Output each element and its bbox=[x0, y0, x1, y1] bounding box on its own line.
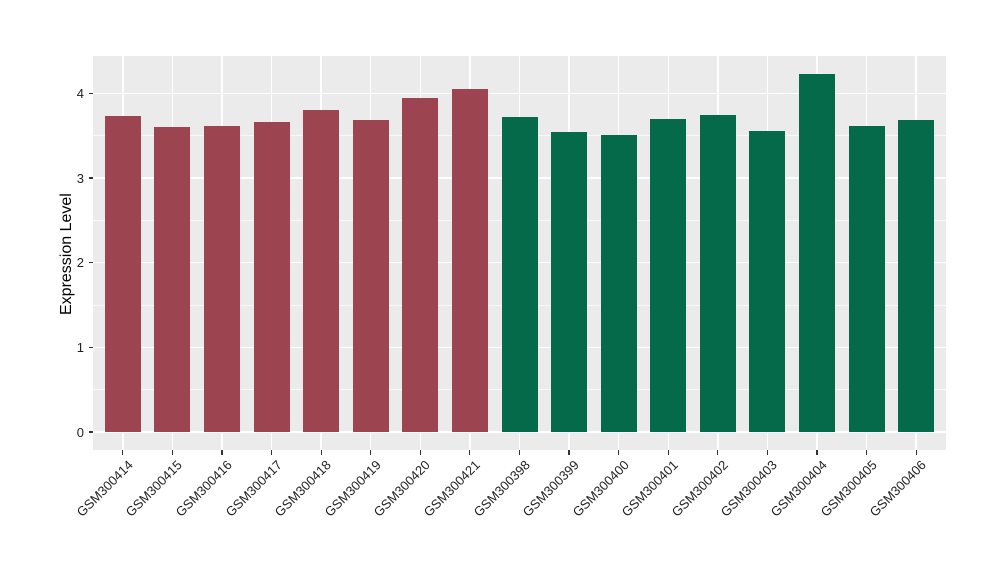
x-tick-label-GSM300417: GSM300417 bbox=[222, 457, 285, 520]
bar-GSM300400 bbox=[601, 134, 637, 433]
bar-GSM300419 bbox=[353, 119, 389, 433]
bar-GSM300398 bbox=[502, 117, 538, 433]
x-tick-mark bbox=[568, 450, 570, 455]
x-tick-mark bbox=[667, 450, 669, 455]
x-tick-mark bbox=[419, 450, 421, 455]
y-tick-mark bbox=[88, 346, 93, 348]
bar-GSM300418 bbox=[303, 110, 339, 433]
bar-GSM300406 bbox=[898, 120, 934, 433]
y-tick-mark bbox=[88, 92, 93, 94]
x-tick-label-GSM300402: GSM300402 bbox=[668, 457, 731, 520]
x-tick-label-GSM300401: GSM300401 bbox=[618, 457, 682, 520]
x-tick-label-GSM300414: GSM300414 bbox=[73, 457, 136, 520]
y-tick-label: 0 bbox=[76, 424, 84, 440]
bar-GSM300421 bbox=[452, 89, 488, 433]
x-tick-label-GSM300416: GSM300416 bbox=[172, 457, 235, 520]
bar-GSM300399 bbox=[551, 132, 587, 433]
bar-GSM300420 bbox=[402, 98, 438, 433]
x-tick-label-GSM300405: GSM300405 bbox=[817, 457, 880, 520]
x-tick-label-GSM300406: GSM300406 bbox=[866, 457, 930, 520]
x-tick-label-GSM300421: GSM300421 bbox=[420, 457, 483, 520]
bar-GSM300402 bbox=[700, 115, 736, 433]
x-tick-label-GSM300420: GSM300420 bbox=[370, 457, 434, 520]
bar-GSM300403 bbox=[749, 130, 785, 433]
x-tick-mark bbox=[370, 450, 372, 455]
x-tick-mark bbox=[717, 450, 719, 455]
x-tick-mark bbox=[915, 450, 917, 455]
x-tick-label-GSM300418: GSM300418 bbox=[271, 457, 335, 520]
bar-GSM300414 bbox=[105, 116, 141, 433]
x-tick-mark bbox=[518, 450, 521, 455]
y-tick-label: 3 bbox=[76, 170, 84, 186]
x-tick-label-GSM300403: GSM300403 bbox=[718, 457, 781, 520]
x-tick-mark bbox=[618, 450, 620, 455]
x-tick-mark bbox=[320, 450, 322, 455]
x-tick-mark bbox=[816, 450, 818, 455]
bar-GSM300415 bbox=[154, 127, 190, 433]
x-tick-label-GSM300415: GSM300415 bbox=[123, 457, 186, 520]
y-axis-title: Expression Level bbox=[58, 193, 75, 315]
y-tick-mark bbox=[88, 262, 93, 264]
x-tick-label-GSM300419: GSM300419 bbox=[321, 457, 384, 520]
x-tick-label-GSM300399: GSM300399 bbox=[519, 457, 582, 520]
y-tick-mark bbox=[88, 177, 93, 179]
bar-GSM300405 bbox=[849, 125, 885, 433]
x-tick-mark bbox=[866, 450, 868, 455]
bar-GSM300416 bbox=[204, 125, 240, 433]
x-tick-mark bbox=[122, 450, 124, 455]
y-tick-label: 1 bbox=[76, 339, 84, 355]
y-tick-label: 2 bbox=[76, 255, 84, 271]
x-tick-mark bbox=[766, 450, 769, 455]
x-tick-mark bbox=[469, 450, 471, 455]
x-tick-label-GSM300404: GSM300404 bbox=[767, 457, 830, 520]
x-tick-mark bbox=[270, 450, 273, 455]
x-tick-mark bbox=[221, 450, 223, 455]
bar-GSM300417 bbox=[254, 122, 290, 433]
x-tick-label-GSM300400: GSM300400 bbox=[569, 457, 632, 520]
x-tick-mark bbox=[171, 450, 173, 455]
y-tick-label: 4 bbox=[76, 85, 84, 101]
x-tick-label-GSM300398: GSM300398 bbox=[470, 457, 533, 520]
bar-GSM300401 bbox=[650, 118, 686, 433]
y-tick-mark bbox=[88, 431, 93, 433]
bar-GSM300404 bbox=[799, 73, 835, 433]
